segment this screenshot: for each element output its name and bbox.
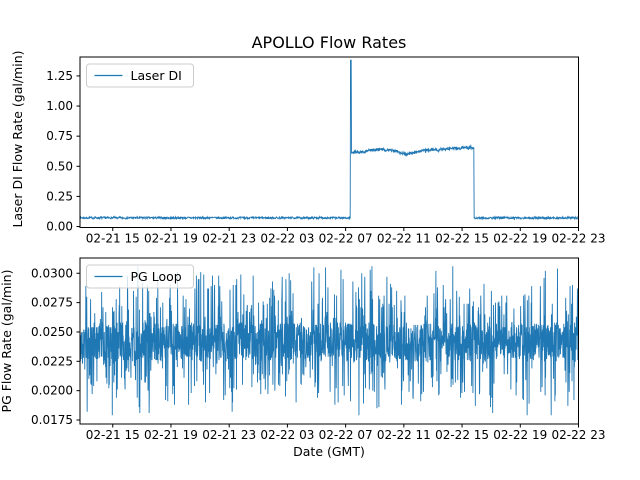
x-tick-label: 02-21 19: [144, 428, 198, 442]
y-tick-label: 0.0225: [31, 354, 73, 368]
legend-box: [86, 63, 194, 88]
bottom-plot: 02-21 15 02-21 19 02-21 23 02-22 03 02-22 07…: [31, 257, 606, 442]
x-tick-label: 02-21 23: [202, 428, 256, 442]
y-tick-label: 0.0250: [31, 325, 73, 339]
x-tick-label: 02-22 23: [552, 232, 606, 246]
x-axis-label: Date (GMT): [293, 444, 365, 459]
y-tick-label: 0.75: [46, 129, 73, 143]
y-tick-label: 0.0275: [31, 296, 73, 310]
bottom-y-axis-label: PG Flow Rate (gal/min): [0, 270, 14, 413]
x-tick-label: 02-22 15: [435, 428, 489, 442]
pg-loop-series-line: [80, 266, 579, 416]
x-tick-label: 02-22 11: [377, 428, 431, 442]
y-tick-label: 0.25: [46, 189, 73, 203]
axes-frame: [79, 257, 579, 425]
x-tick-label: 02-21 23: [202, 232, 256, 246]
x-tick-label: 02-22 11: [377, 232, 431, 246]
x-tick-label: 02-21 15: [86, 232, 140, 246]
y-tick-label: 0.00: [46, 220, 73, 234]
top-y-axis-label: Laser DI Flow Rate (gal/min): [10, 51, 25, 228]
y-tick-label: 0.50: [46, 159, 73, 173]
x-tick-label: 02-22 15: [435, 232, 489, 246]
y-tick-label: 0.0300: [31, 266, 73, 280]
y-tick-label: 1.00: [46, 99, 73, 113]
x-tick-label: 02-22 19: [493, 232, 547, 246]
x-tick-label: 02-22 07: [319, 428, 373, 442]
axes-frame: [79, 56, 579, 228]
x-tick-label: 02-22 23: [552, 428, 606, 442]
y-tick-label: 0.0200: [31, 384, 73, 398]
plot-areas: 02-21 15 02-21 19 02-21 23 02-22 03 02-22 07…: [31, 56, 606, 442]
chart-title: APOLLO Flow Rates: [252, 33, 407, 52]
x-tick-label: 02-21 19: [144, 232, 198, 246]
legend-label: PG Loop: [131, 269, 182, 284]
x-tick-label: 02-22 07: [319, 232, 373, 246]
x-tick-label: 02-22 03: [260, 428, 314, 442]
legend-box: [86, 264, 194, 289]
y-tick-label: 1.25: [46, 69, 73, 83]
legend-label: Laser DI: [131, 68, 182, 83]
x-tick-label: 02-21 15: [86, 428, 140, 442]
laser-di-series-line: [80, 59, 579, 221]
top-plot: 02-21 15 02-21 19 02-21 23 02-22 03 02-22 07…: [46, 56, 606, 246]
x-tick-label: 02-22 03: [260, 232, 314, 246]
y-tick-label: 0.0175: [31, 413, 73, 427]
x-tick-label: 02-22 19: [493, 428, 547, 442]
